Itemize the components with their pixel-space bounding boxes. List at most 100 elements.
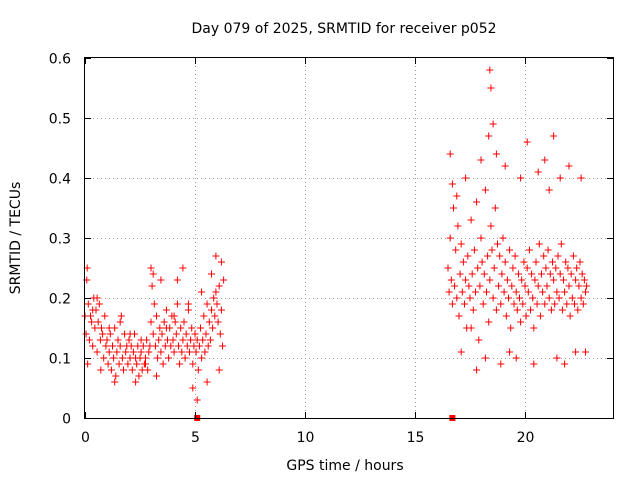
data-point — [561, 288, 569, 296]
data-point — [467, 216, 475, 224]
data-point — [82, 330, 90, 338]
data-point — [541, 156, 549, 164]
data-point — [147, 318, 155, 326]
data-point — [120, 366, 127, 374]
data-point — [524, 288, 532, 296]
data-point — [116, 318, 124, 326]
data-point — [550, 276, 558, 284]
data-point — [490, 264, 498, 272]
data-point — [486, 66, 494, 74]
data-point — [520, 258, 528, 266]
data-point — [540, 252, 548, 260]
data-point — [205, 318, 213, 326]
data-point — [516, 294, 523, 302]
data-point — [179, 264, 187, 272]
data-point — [476, 282, 484, 290]
data-point — [209, 324, 217, 332]
data-point — [481, 354, 489, 362]
data-point — [199, 336, 207, 344]
data-point — [489, 120, 497, 128]
data-point — [109, 342, 116, 350]
data-point — [506, 348, 514, 356]
grid-lines — [85, 58, 613, 418]
data-point — [217, 306, 225, 314]
data-point — [512, 354, 520, 362]
data-point — [173, 300, 181, 308]
data-point — [465, 282, 473, 290]
data-point — [459, 258, 467, 266]
data-point — [488, 246, 496, 254]
data-point — [137, 348, 145, 356]
data-point — [487, 84, 495, 92]
data-point — [577, 174, 585, 182]
data-point — [103, 336, 111, 344]
data-point — [107, 366, 115, 374]
data-point — [545, 186, 553, 194]
data-point — [557, 240, 565, 248]
data-point — [454, 222, 462, 230]
data-point — [477, 156, 485, 164]
data-point — [175, 342, 182, 350]
data-point — [153, 312, 160, 320]
data-point — [167, 342, 175, 350]
data-point — [150, 300, 158, 308]
data-point — [485, 132, 493, 140]
y-tick-label: 0.6 — [49, 52, 71, 68]
data-point — [162, 306, 170, 314]
data-point — [562, 258, 570, 266]
data-point — [506, 246, 514, 254]
data-point — [182, 330, 190, 338]
data-point — [157, 348, 165, 356]
data-point — [98, 324, 105, 332]
data-point — [126, 330, 134, 338]
data-point — [569, 252, 577, 260]
data-point — [181, 354, 189, 362]
data-point — [512, 288, 520, 296]
data-point — [84, 300, 92, 308]
data-point — [491, 204, 499, 212]
data-point — [110, 354, 118, 362]
data-point — [517, 174, 525, 182]
data-point — [533, 300, 541, 308]
data-point — [192, 348, 200, 356]
data-point — [507, 324, 515, 332]
y-tick-label: 0.3 — [49, 232, 71, 248]
data-point — [473, 198, 481, 206]
data-point — [444, 264, 452, 272]
data-point — [551, 300, 559, 308]
data-point — [483, 288, 490, 296]
y-tick-label: 0.5 — [49, 112, 71, 128]
data-point — [114, 336, 122, 344]
data-point — [497, 360, 505, 368]
data-point — [475, 336, 483, 344]
data-point — [148, 282, 156, 290]
data-point — [469, 306, 477, 314]
data-point — [544, 246, 552, 254]
data-point — [448, 300, 456, 308]
data-point — [478, 258, 486, 266]
data-point — [546, 270, 554, 278]
data-point — [545, 294, 553, 302]
data-point — [547, 306, 555, 314]
data-point — [487, 222, 495, 230]
data-point — [169, 336, 177, 344]
x-axis-tick-labels: 0 5 10 15 20 — [81, 430, 534, 446]
data-point — [517, 318, 525, 326]
y-tick-label: 0.4 — [49, 172, 71, 188]
data-point — [156, 324, 164, 332]
data-point — [564, 264, 572, 272]
data-point — [122, 348, 130, 356]
data-point — [106, 330, 114, 338]
data-point — [498, 270, 506, 278]
data-point — [116, 342, 124, 350]
data-point — [142, 360, 149, 368]
data-point — [492, 306, 500, 314]
data-point — [453, 294, 461, 302]
plot-frame — [84, 57, 614, 419]
data-point — [111, 378, 119, 386]
data-point — [115, 360, 123, 368]
data-point — [87, 312, 94, 320]
data-point — [113, 348, 121, 356]
data-point — [198, 288, 206, 296]
data-point — [455, 312, 463, 320]
